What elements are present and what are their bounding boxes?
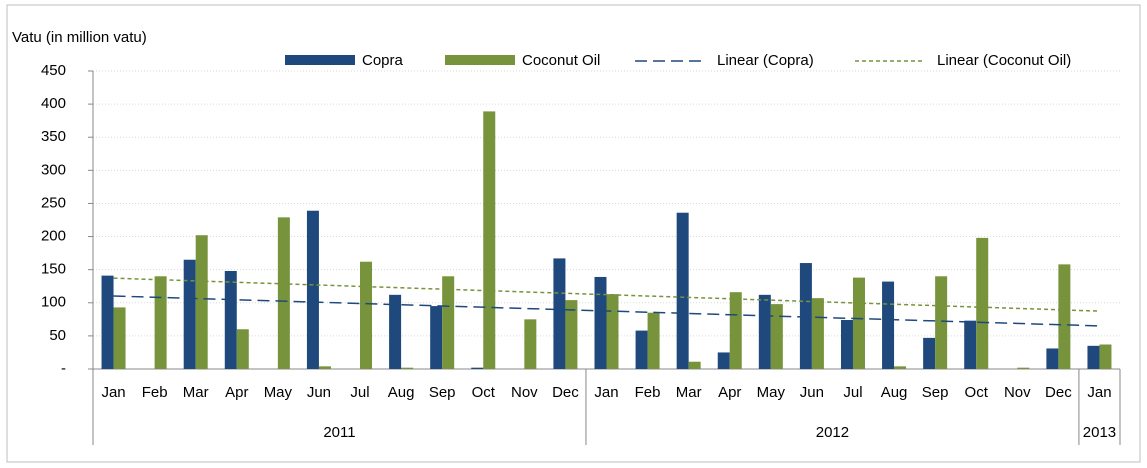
bar <box>1087 345 1100 369</box>
x-tick-label: Jan <box>101 384 125 401</box>
x-tick-label: May <box>264 384 293 401</box>
x-tick-label: Feb <box>635 384 661 401</box>
bar <box>565 300 578 369</box>
y-tick-label: - <box>61 360 66 377</box>
bar <box>318 366 331 369</box>
x-tick-label: Apr <box>225 384 248 401</box>
y-tick-label: 300 <box>41 161 66 178</box>
x-tick-label: Nov <box>1004 384 1031 401</box>
bar <box>113 307 126 369</box>
bar <box>882 281 895 369</box>
bar <box>154 276 167 369</box>
bar <box>277 217 290 369</box>
bar <box>852 277 865 369</box>
bar <box>688 361 701 369</box>
bar <box>1017 367 1030 369</box>
x-tick-label: Oct <box>965 384 989 401</box>
x-tick-label: Sep <box>922 384 949 401</box>
bar <box>811 298 824 369</box>
bar <box>676 212 689 369</box>
x-group-label: 2012 <box>816 424 849 441</box>
x-tick-label: Jul <box>843 384 862 401</box>
x-tick-label: Aug <box>388 384 415 401</box>
x-tick-label: Jan <box>594 384 618 401</box>
bar <box>606 294 619 369</box>
bar <box>729 292 742 369</box>
bar <box>635 330 648 369</box>
y-tick-label: 100 <box>41 294 66 311</box>
chart-border <box>6 4 1141 463</box>
y-tick-label: 50 <box>49 327 66 344</box>
y-tick-label: 200 <box>41 228 66 245</box>
x-tick-label: Nov <box>511 384 538 401</box>
x-tick-label: Apr <box>718 384 741 401</box>
bar <box>306 210 319 369</box>
x-tick-label: Feb <box>142 384 168 401</box>
bar <box>1099 344 1112 369</box>
bar <box>195 235 208 369</box>
x-group-label: 2013 <box>1083 424 1116 441</box>
bar <box>101 275 114 369</box>
x-tick-label: Dec <box>552 384 579 401</box>
bar <box>389 294 402 369</box>
trendline <box>113 295 1100 327</box>
x-tick-label: Mar <box>676 384 702 401</box>
bar <box>717 352 730 369</box>
bar <box>758 294 771 369</box>
bar <box>923 337 936 369</box>
bar <box>401 367 414 369</box>
y-axis-label: Vatu (in million vatu) <box>12 29 147 46</box>
y-tick-label: 450 <box>41 62 66 79</box>
bar <box>224 270 237 369</box>
x-tick-label: May <box>757 384 786 401</box>
y-tick-label: 250 <box>41 194 66 211</box>
bar <box>471 367 484 369</box>
x-tick-label: Dec <box>1045 384 1072 401</box>
x-tick-label: Jan <box>1087 384 1111 401</box>
bar <box>236 329 249 369</box>
x-group-label: 2011 <box>323 424 355 441</box>
bar <box>799 263 812 369</box>
bar <box>770 304 783 369</box>
bar <box>894 366 907 369</box>
bar <box>442 276 455 369</box>
bar <box>483 111 496 369</box>
x-tick-label: Jul <box>350 384 369 401</box>
bar <box>1058 264 1071 369</box>
bar <box>594 276 607 369</box>
legend-label: Coconut Oil <box>522 52 600 69</box>
bar <box>1046 348 1059 369</box>
bar <box>183 259 196 369</box>
y-tick-label: 400 <box>41 95 66 112</box>
x-tick-label: Jun <box>307 384 331 401</box>
bar <box>430 306 443 369</box>
bar <box>840 319 853 369</box>
bar <box>935 276 948 369</box>
legend-swatch <box>285 55 355 65</box>
legend-swatch <box>445 55 515 65</box>
x-tick-label: Aug <box>881 384 908 401</box>
x-tick-label: Sep <box>429 384 456 401</box>
y-tick-label: 150 <box>41 261 66 278</box>
legend-label: Copra <box>362 52 404 69</box>
bar <box>964 320 977 369</box>
bar <box>553 258 566 369</box>
y-tick-label: 350 <box>41 128 66 145</box>
x-tick-label: Jun <box>800 384 824 401</box>
x-tick-label: Mar <box>183 384 209 401</box>
legend-label: Linear (Coconut Oil) <box>937 52 1071 69</box>
trendline <box>113 277 1100 312</box>
bar <box>524 319 537 369</box>
bar <box>647 312 660 369</box>
legend-label: Linear (Copra) <box>717 52 814 69</box>
x-tick-label: Oct <box>472 384 496 401</box>
bar <box>976 237 989 369</box>
bar <box>360 261 373 369</box>
